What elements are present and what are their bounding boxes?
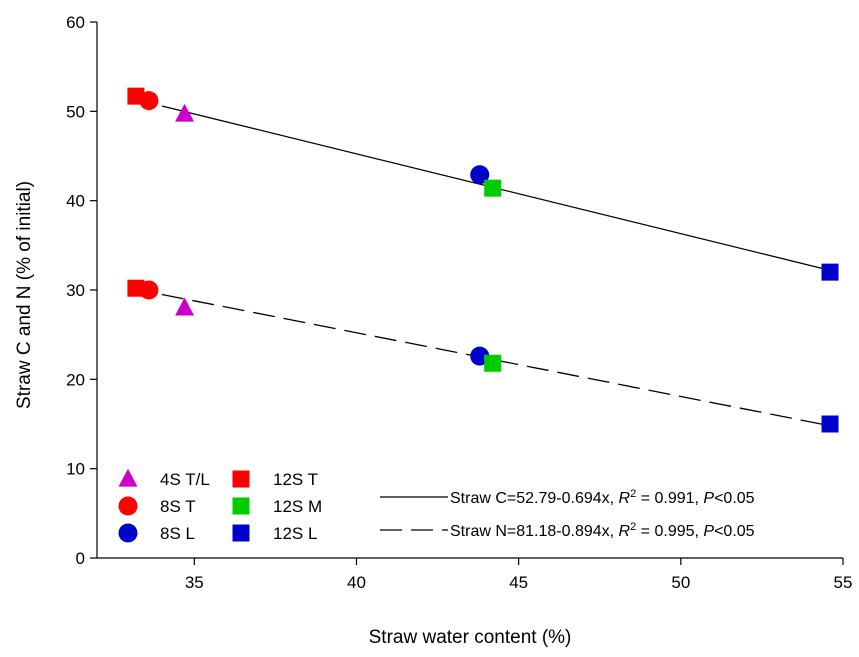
- data-point-4s-t-l: [175, 297, 195, 316]
- legend-item-4s-t-l: 4S T/L: [118, 468, 210, 489]
- data-point-12s-l: [821, 415, 839, 433]
- plot-area: 0 10 20 30 40 50 60 35 40 45 50 55 4S T/L 8S T 8S L 12S…: [66, 13, 852, 592]
- y-tick-label: 0: [76, 549, 85, 568]
- data-point-12s-t: [127, 279, 145, 297]
- nitrogen-regression-line: [161, 293, 831, 427]
- legend-item-12s-m: 12S M: [232, 497, 322, 516]
- y-tick-label: 60: [66, 13, 85, 32]
- data-point-12s-t: [127, 87, 145, 105]
- legend-marker-8s-t: [118, 496, 138, 516]
- y-tick-label: 20: [66, 370, 85, 389]
- data-point-4s-t-l: [175, 103, 195, 122]
- legend-marker-12s-t: [232, 470, 250, 488]
- x-tick-label: 55: [834, 573, 853, 592]
- legend-item-8s-t: 8S T: [118, 496, 196, 516]
- x-tick-label: 35: [185, 573, 204, 592]
- legend-marker-12s-m: [232, 497, 250, 515]
- y-tick-label: 10: [66, 460, 85, 479]
- legend-item-12s-t: 12S T: [232, 470, 318, 489]
- y-axis-title: Straw C and N (% of initial): [14, 181, 35, 409]
- legend-label: 12S L: [273, 524, 317, 543]
- x-tick-label: 50: [671, 573, 690, 592]
- data-point-12s-l: [821, 263, 839, 281]
- data-point-8s-l: [470, 165, 490, 185]
- legend-label: 12S T: [273, 470, 318, 489]
- y-tick-label: 50: [66, 102, 85, 121]
- carbon-equation-label: Straw C=52.79-0.694x, R2 = 0.991, P<0.05: [450, 488, 755, 507]
- x-axis-title: Straw water content (%): [369, 627, 572, 648]
- nitrogen-equation-label: Straw N=81.18-0.894x, R2 = 0.995, P<0.05: [450, 521, 755, 540]
- legend: 4S T/L 8S T 8S L 12S T 12S M 12S L Straw C=52.…: [118, 468, 755, 543]
- legend-item-8s-l: 8S L: [118, 523, 195, 543]
- legend-item-12s-l: 12S L: [232, 524, 317, 543]
- legend-label: 4S T/L: [160, 470, 210, 489]
- legend-marker-8s-l: [118, 523, 138, 543]
- data-point-12s-m: [484, 354, 502, 372]
- data-point-12s-m: [484, 179, 502, 197]
- x-tick-label: 40: [347, 573, 366, 592]
- x-tick-label: 45: [509, 573, 528, 592]
- legend-label: 8S T: [160, 497, 196, 516]
- y-tick-label: 40: [66, 192, 85, 211]
- legend-label: 12S M: [273, 497, 322, 516]
- y-tick-label: 30: [66, 281, 85, 300]
- legend-marker-4s-t-l: [118, 468, 138, 487]
- legend-label: 8S L: [160, 524, 195, 543]
- legend-marker-12s-l: [232, 524, 250, 542]
